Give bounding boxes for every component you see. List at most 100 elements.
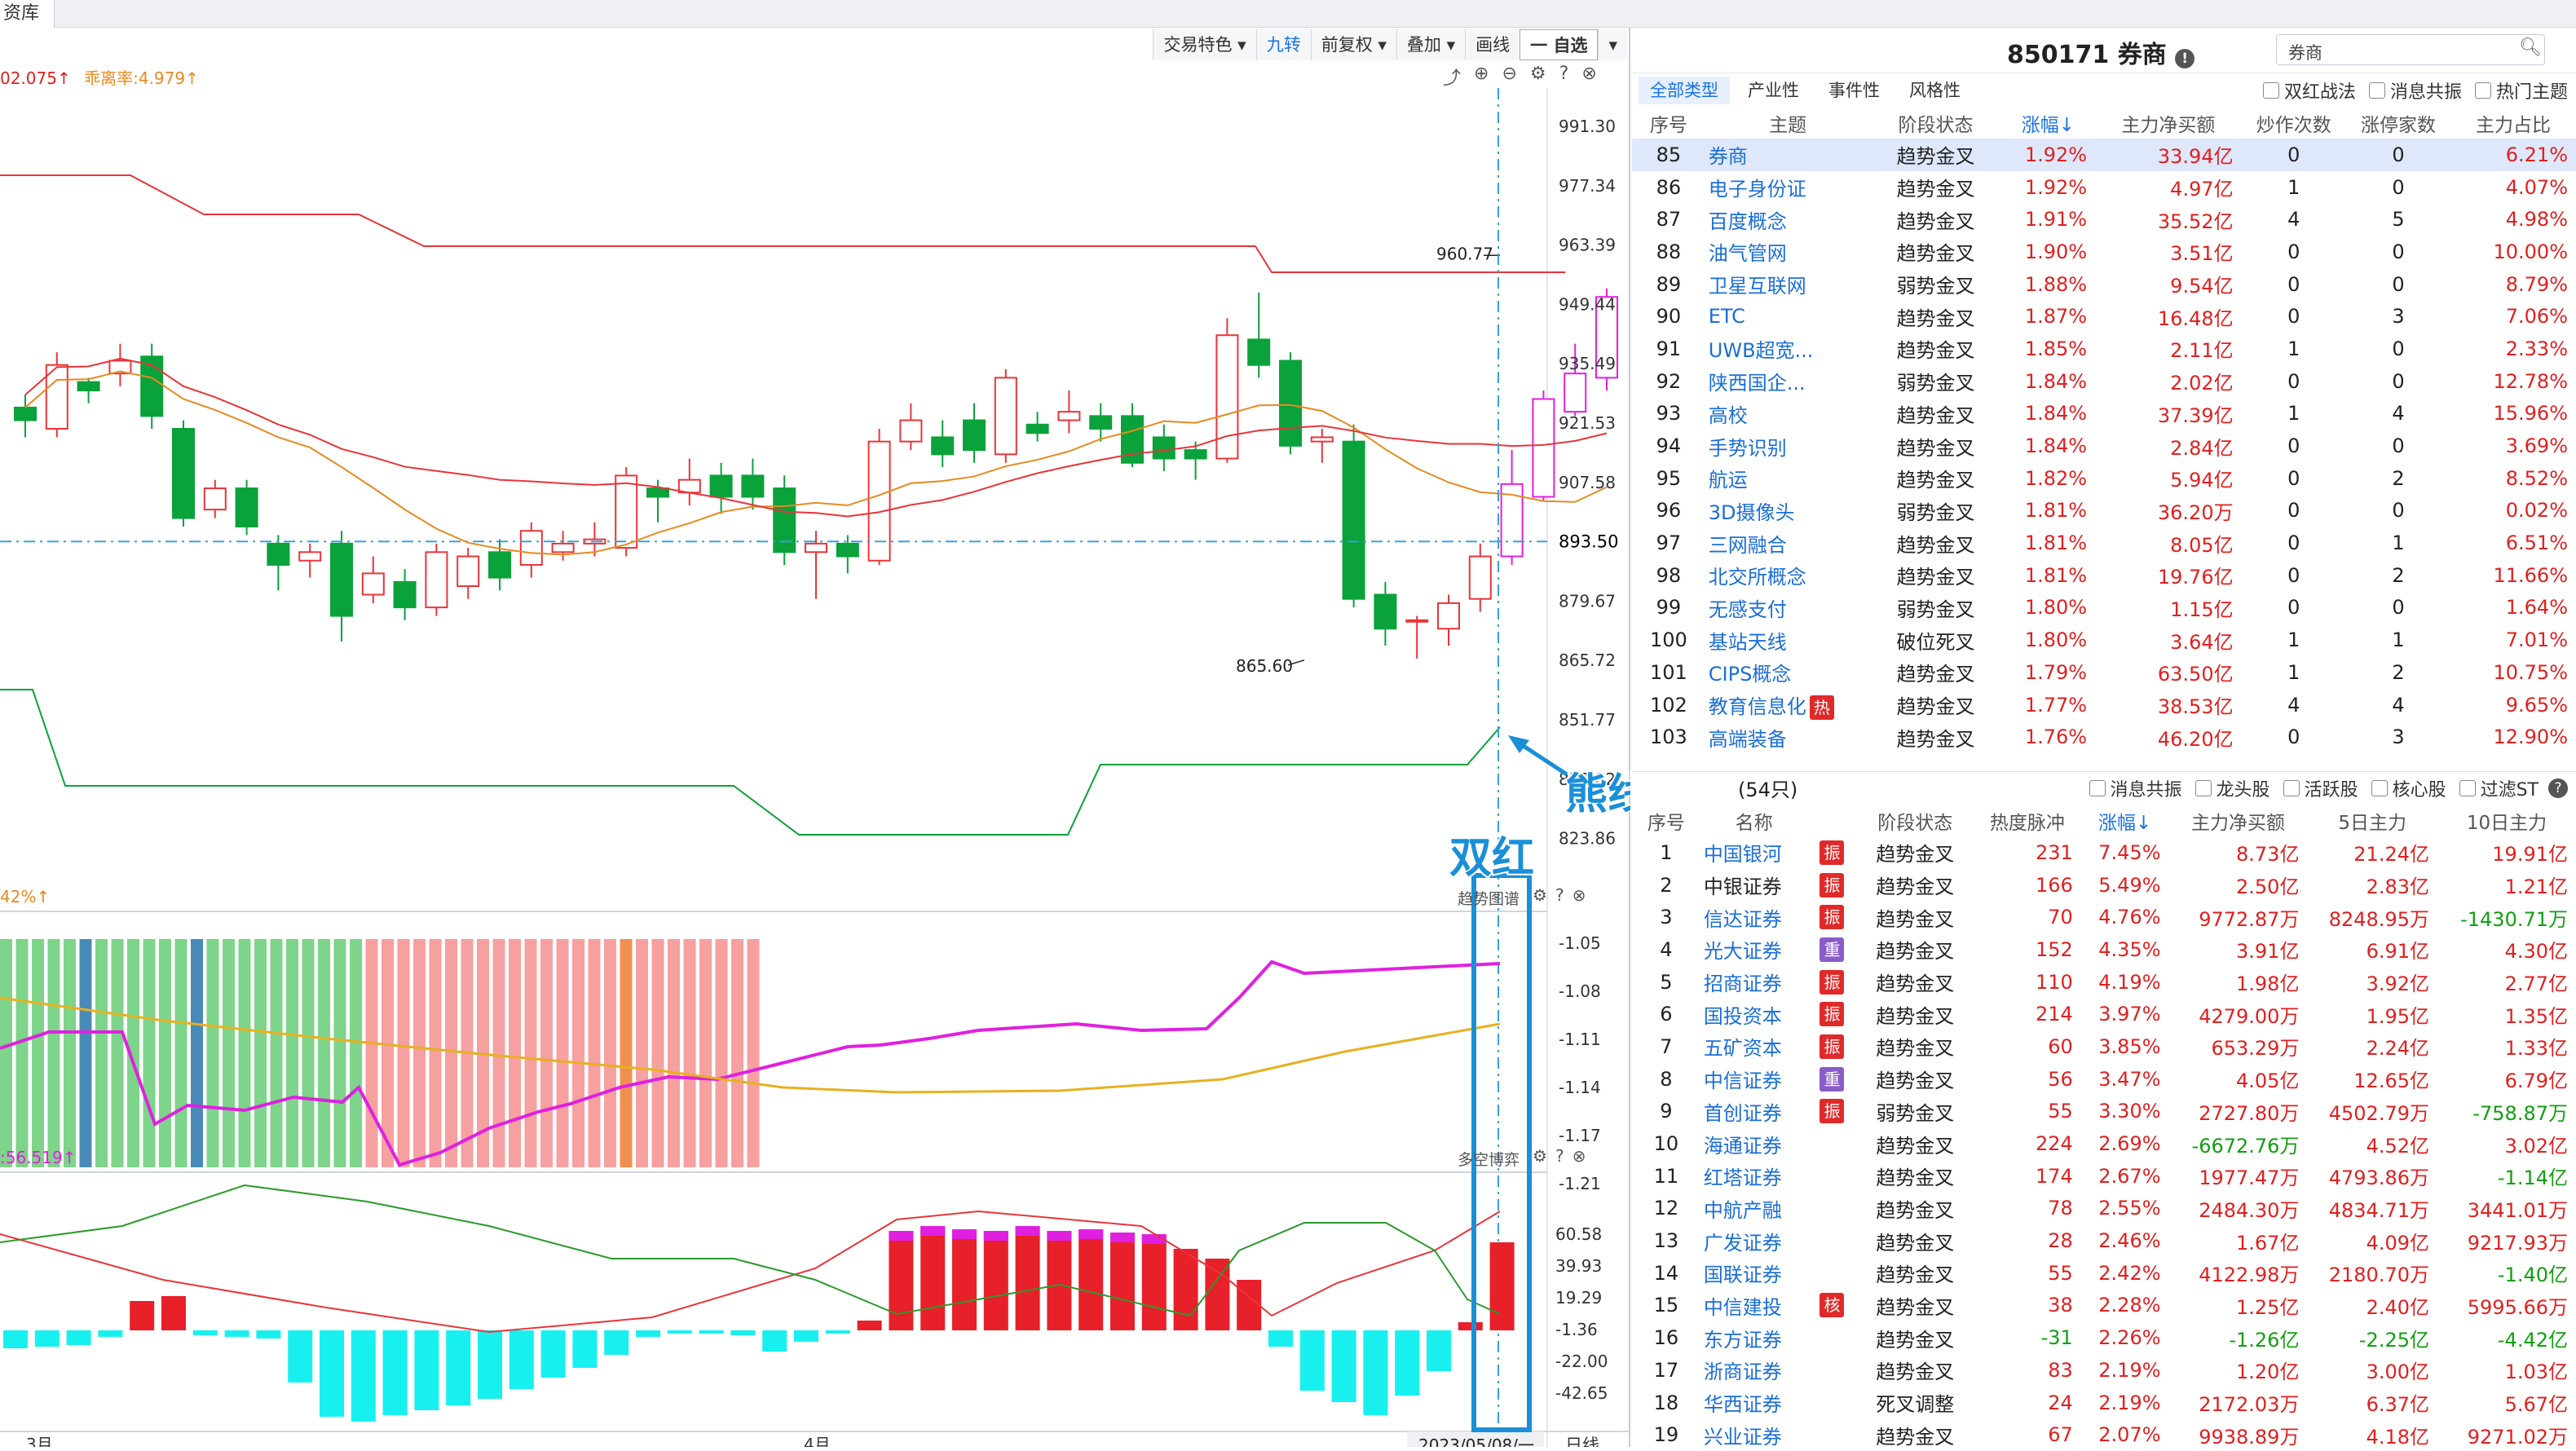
col-header[interactable]: 涨幅↓ — [2098, 813, 2152, 834]
col-header[interactable]: 主力占比 — [2476, 115, 2552, 136]
table-row[interactable]: 2 中银证券 振 趋势金叉 166 5.49% 2.50亿 2.83亿 1.21亿 — [1632, 869, 2576, 902]
checkbox-double-red[interactable]: 双红战法 — [2262, 77, 2356, 104]
checkbox-core[interactable]: 核心股 — [2371, 775, 2446, 801]
table-row[interactable]: 5 招商证券 振 趋势金叉 110 4.19% 1.98亿 3.92亿 2.77亿 — [1632, 966, 2576, 999]
watchlist-button[interactable]: 一 自选 — [1520, 29, 1599, 60]
cell-text: 7.45% — [2098, 840, 2161, 864]
table-row[interactable]: 85 券商 趋势金叉 1.92% 33.94亿 0 0 6.21% — [1632, 139, 2576, 171]
table-row[interactable]: 102 教育信息化热 趋势金叉 1.77% 38.53亿 4 4 9.65% — [1632, 689, 2576, 721]
table-row[interactable]: 91 UWB超宽... 趋势金叉 1.85% 2.11亿 1 0 2.33% — [1632, 333, 2576, 365]
table-row[interactable]: 94 手势识别 趋势金叉 1.84% 2.84亿 0 0 3.69% — [1632, 430, 2576, 462]
table-row[interactable]: 98 北交所概念 趋势金叉 1.81% 19.76亿 0 2 11.66% — [1632, 559, 2576, 592]
table-row[interactable]: 7 五矿资本 振 趋势金叉 60 3.85% 653.29万 2.24亿 1.33亿 — [1632, 1030, 2576, 1063]
col-header[interactable]: 10日主力 — [2466, 813, 2547, 834]
settings-icon[interactable]: ⚙ — [1529, 64, 1546, 84]
col-header[interactable]: 序号 — [1647, 813, 1685, 834]
help-icon[interactable]: ? — [1555, 1146, 1564, 1166]
checkbox-leader[interactable]: 龙头股 — [2194, 775, 2270, 801]
table-row[interactable]: 89 卫星互联网 弱势金叉 1.88% 9.54亿 0 0 8.79% — [1632, 268, 2576, 301]
table-row[interactable]: 17 浙商证券 趋势金叉 83 2.19% 1.20亿 3.00亿 1.03亿 — [1632, 1354, 2576, 1387]
table-row[interactable]: 99 无感支付 弱势金叉 1.80% 1.15亿 0 0 1.64% — [1632, 592, 2576, 624]
cell-text: 3.64亿 — [2170, 630, 2234, 654]
table-row[interactable]: 88 油气管网 趋势金叉 1.90% 3.51亿 0 0 10.00% — [1632, 236, 2576, 268]
help-icon[interactable]: ? — [1555, 885, 1564, 905]
checkbox-news2[interactable]: 消息共振 — [2089, 775, 2182, 801]
cell-text: 110 — [2035, 970, 2073, 994]
trade-feature-dropdown[interactable]: 交易特色 ▾ — [1153, 29, 1256, 60]
checkbox-filter-st[interactable]: 过滤ST — [2459, 775, 2539, 801]
table-row[interactable]: 93 高校 趋势金叉 1.84% 37.39亿 1 4 15.96% — [1632, 398, 2576, 430]
kline-chart[interactable]: 960.77 865.60 991.30 977.34 963.39 949.44 935… — [0, 28, 1630, 1447]
trend-bar — [445, 939, 457, 1167]
table-row[interactable]: 97 三网融合 趋势金叉 1.81% 8.05亿 0 1 6.51% — [1632, 527, 2576, 559]
table-row[interactable]: 11 红塔证券 趋势金叉 174 2.67% 1977.47万 4793.86万 -1.14亿 — [1632, 1160, 2576, 1193]
cell-text: -1430.71万 — [2460, 907, 2568, 931]
search-input[interactable]: 券商 — [2276, 34, 2545, 65]
table-row[interactable]: 92 陕西国企... 弱势金叉 1.84% 2.02亿 0 0 12.78% — [1632, 365, 2576, 398]
zoom-in-icon[interactable]: ⊕ — [1474, 64, 1489, 84]
checkbox-news[interactable]: 消息共振 — [2368, 77, 2462, 104]
table-row[interactable]: 19 兴业证券 趋势金叉 67 2.07% 9938.89万 4.18亿 9271.02万 — [1632, 1418, 2576, 1451]
table-row[interactable]: 14 国联证券 趋势金叉 55 2.42% 4122.98万 2180.70万 -1.40亿 — [1632, 1257, 2576, 1290]
col-header[interactable]: 名称 — [1735, 813, 1773, 834]
overlay-dropdown[interactable]: 叠加 ▾ — [1396, 29, 1466, 60]
table-row[interactable]: 90 ETC 趋势金叉 1.87% 16.48亿 0 3 7.06% — [1632, 300, 2576, 333]
more-dropdown[interactable]: ▾ — [1598, 29, 1627, 60]
table-row[interactable]: 101 CIPS概念 趋势金叉 1.79% 63.50亿 1 2 10.75% — [1632, 656, 2576, 689]
trend-bar — [238, 939, 251, 1167]
table-row[interactable]: 1 中国银河 振 趋势金叉 231 7.45% 8.73亿 21.24亿 19.91亿 — [1632, 836, 2576, 869]
table-row[interactable]: 86 电子身份证 趋势金叉 1.92% 4.97亿 1 0 4.07% — [1632, 171, 2576, 204]
tab-event[interactable]: 事件性 — [1828, 81, 1880, 100]
col-header[interactable]: 5日主力 — [2338, 813, 2407, 834]
table-row[interactable]: 9 首创证券 振 弱势金叉 55 3.30% 2727.80万 4502.79万 -758.87… — [1632, 1096, 2576, 1128]
zoom-out-icon[interactable]: ⊖ — [1502, 64, 1517, 84]
col-header[interactable]: 主力净买额 — [2121, 115, 2216, 136]
table-row[interactable]: 13 广发证券 趋势金叉 28 2.46% 1.67亿 4.09亿 9217.93万 — [1632, 1224, 2576, 1257]
col-header[interactable]: 涨停家数 — [2360, 115, 2436, 136]
tab-industry[interactable]: 产业性 — [1748, 81, 1799, 100]
table-row[interactable]: 103 高端装备 趋势金叉 1.76% 46.20亿 0 3 12.90% — [1632, 721, 2576, 753]
table-row[interactable]: 100 基站天线 破位死叉 1.80% 3.64亿 1 1 7.01% — [1632, 624, 2576, 656]
table-row[interactable]: 18 华西证券 死叉调整 24 2.19% 2172.03万 6.37亿 5.67亿 — [1632, 1387, 2576, 1419]
nine-turn-button[interactable]: 九转 — [1255, 29, 1311, 60]
table-row[interactable]: 10 海通证券 趋势金叉 224 2.69% -6672.76万 4.52亿 3.02亿 — [1632, 1127, 2576, 1160]
close-icon[interactable]: ⊗ — [1572, 885, 1586, 905]
checkbox-active[interactable]: 活跃股 — [2283, 775, 2358, 801]
help-icon[interactable]: ? — [1559, 64, 1569, 84]
col-header[interactable]: 涨幅↓ — [2021, 115, 2075, 136]
table-row[interactable]: 87 百度概念 趋势金叉 1.91% 35.52亿 4 5 4.98% — [1632, 203, 2576, 236]
col-header[interactable]: 序号 — [1649, 115, 1687, 136]
search-icon[interactable]: 🔍︎ — [2519, 37, 2542, 58]
table-row[interactable]: 96 3D摄像头 弱势金叉 1.81% 36.20万 0 0 0.02% — [1632, 495, 2576, 527]
trend-bar — [636, 939, 648, 1167]
table-row[interactable]: 4 光大证券 重 趋势金叉 152 4.35% 3.91亿 6.91亿 4.30亿 — [1632, 933, 2576, 966]
table-row[interactable]: 12 中航产融 趋势金叉 78 2.55% 2484.30万 4834.71万 3441.01… — [1632, 1193, 2576, 1225]
table-row[interactable]: 6 国投资本 振 趋势金叉 214 3.97% 4279.00万 1.95亿 1.35亿 — [1632, 998, 2576, 1030]
settings-icon[interactable]: ⚙ — [1533, 885, 1547, 905]
col-header[interactable]: 热度脉冲 — [1989, 813, 2065, 834]
share-icon[interactable]: ⤴ — [1443, 68, 1462, 89]
col-header[interactable]: 阶段状态 — [1877, 813, 1953, 834]
col-header[interactable]: 炒作次数 — [2256, 115, 2331, 136]
col-header[interactable]: 主题 — [1769, 115, 1807, 136]
bull-bar — [920, 1226, 946, 1330]
table-row[interactable]: 95 航运 趋势金叉 1.82% 5.94亿 0 2 8.52% — [1632, 462, 2576, 495]
table-row[interactable]: 16 东方证券 趋势金叉 -31 2.26% -1.26亿 -2.25亿 -4.42亿 — [1632, 1321, 2576, 1354]
close-icon[interactable]: ⊗ — [1572, 1146, 1586, 1166]
table-row[interactable]: 15 中信建投 核 趋势金叉 38 2.28% 1.25亿 2.40亿 5995.66万 — [1632, 1290, 2576, 1322]
col-header[interactable] — [1808, 805, 1857, 836]
tab-style[interactable]: 风格性 — [1909, 81, 1961, 100]
checkbox-hot[interactable]: 热门主题 — [2474, 77, 2568, 104]
col-header[interactable]: 主力净买额 — [2190, 813, 2285, 834]
help-icon[interactable]: ? — [2548, 778, 2568, 798]
close-icon[interactable]: ⊗ — [1581, 64, 1597, 84]
info-icon[interactable]: ! — [2175, 49, 2195, 68]
table-row[interactable]: 3 信达证券 振 趋势金叉 70 4.76% 9772.87万 8248.95万 -1430.7… — [1632, 901, 2576, 933]
window-tab[interactable]: 资库 — [0, 0, 55, 28]
settings-icon[interactable]: ⚙ — [1533, 1146, 1547, 1166]
table-row[interactable]: 8 中信证券 重 趋势金叉 56 3.47% 4.05亿 12.65亿 6.79亿 — [1632, 1063, 2576, 1096]
tab-all[interactable]: 全部类型 — [1639, 77, 1730, 104]
draw-line-button[interactable]: 画线 — [1465, 29, 1520, 60]
col-header[interactable]: 阶段状态 — [1898, 115, 1974, 136]
adjust-dropdown[interactable]: 前复权 ▾ — [1310, 29, 1396, 60]
